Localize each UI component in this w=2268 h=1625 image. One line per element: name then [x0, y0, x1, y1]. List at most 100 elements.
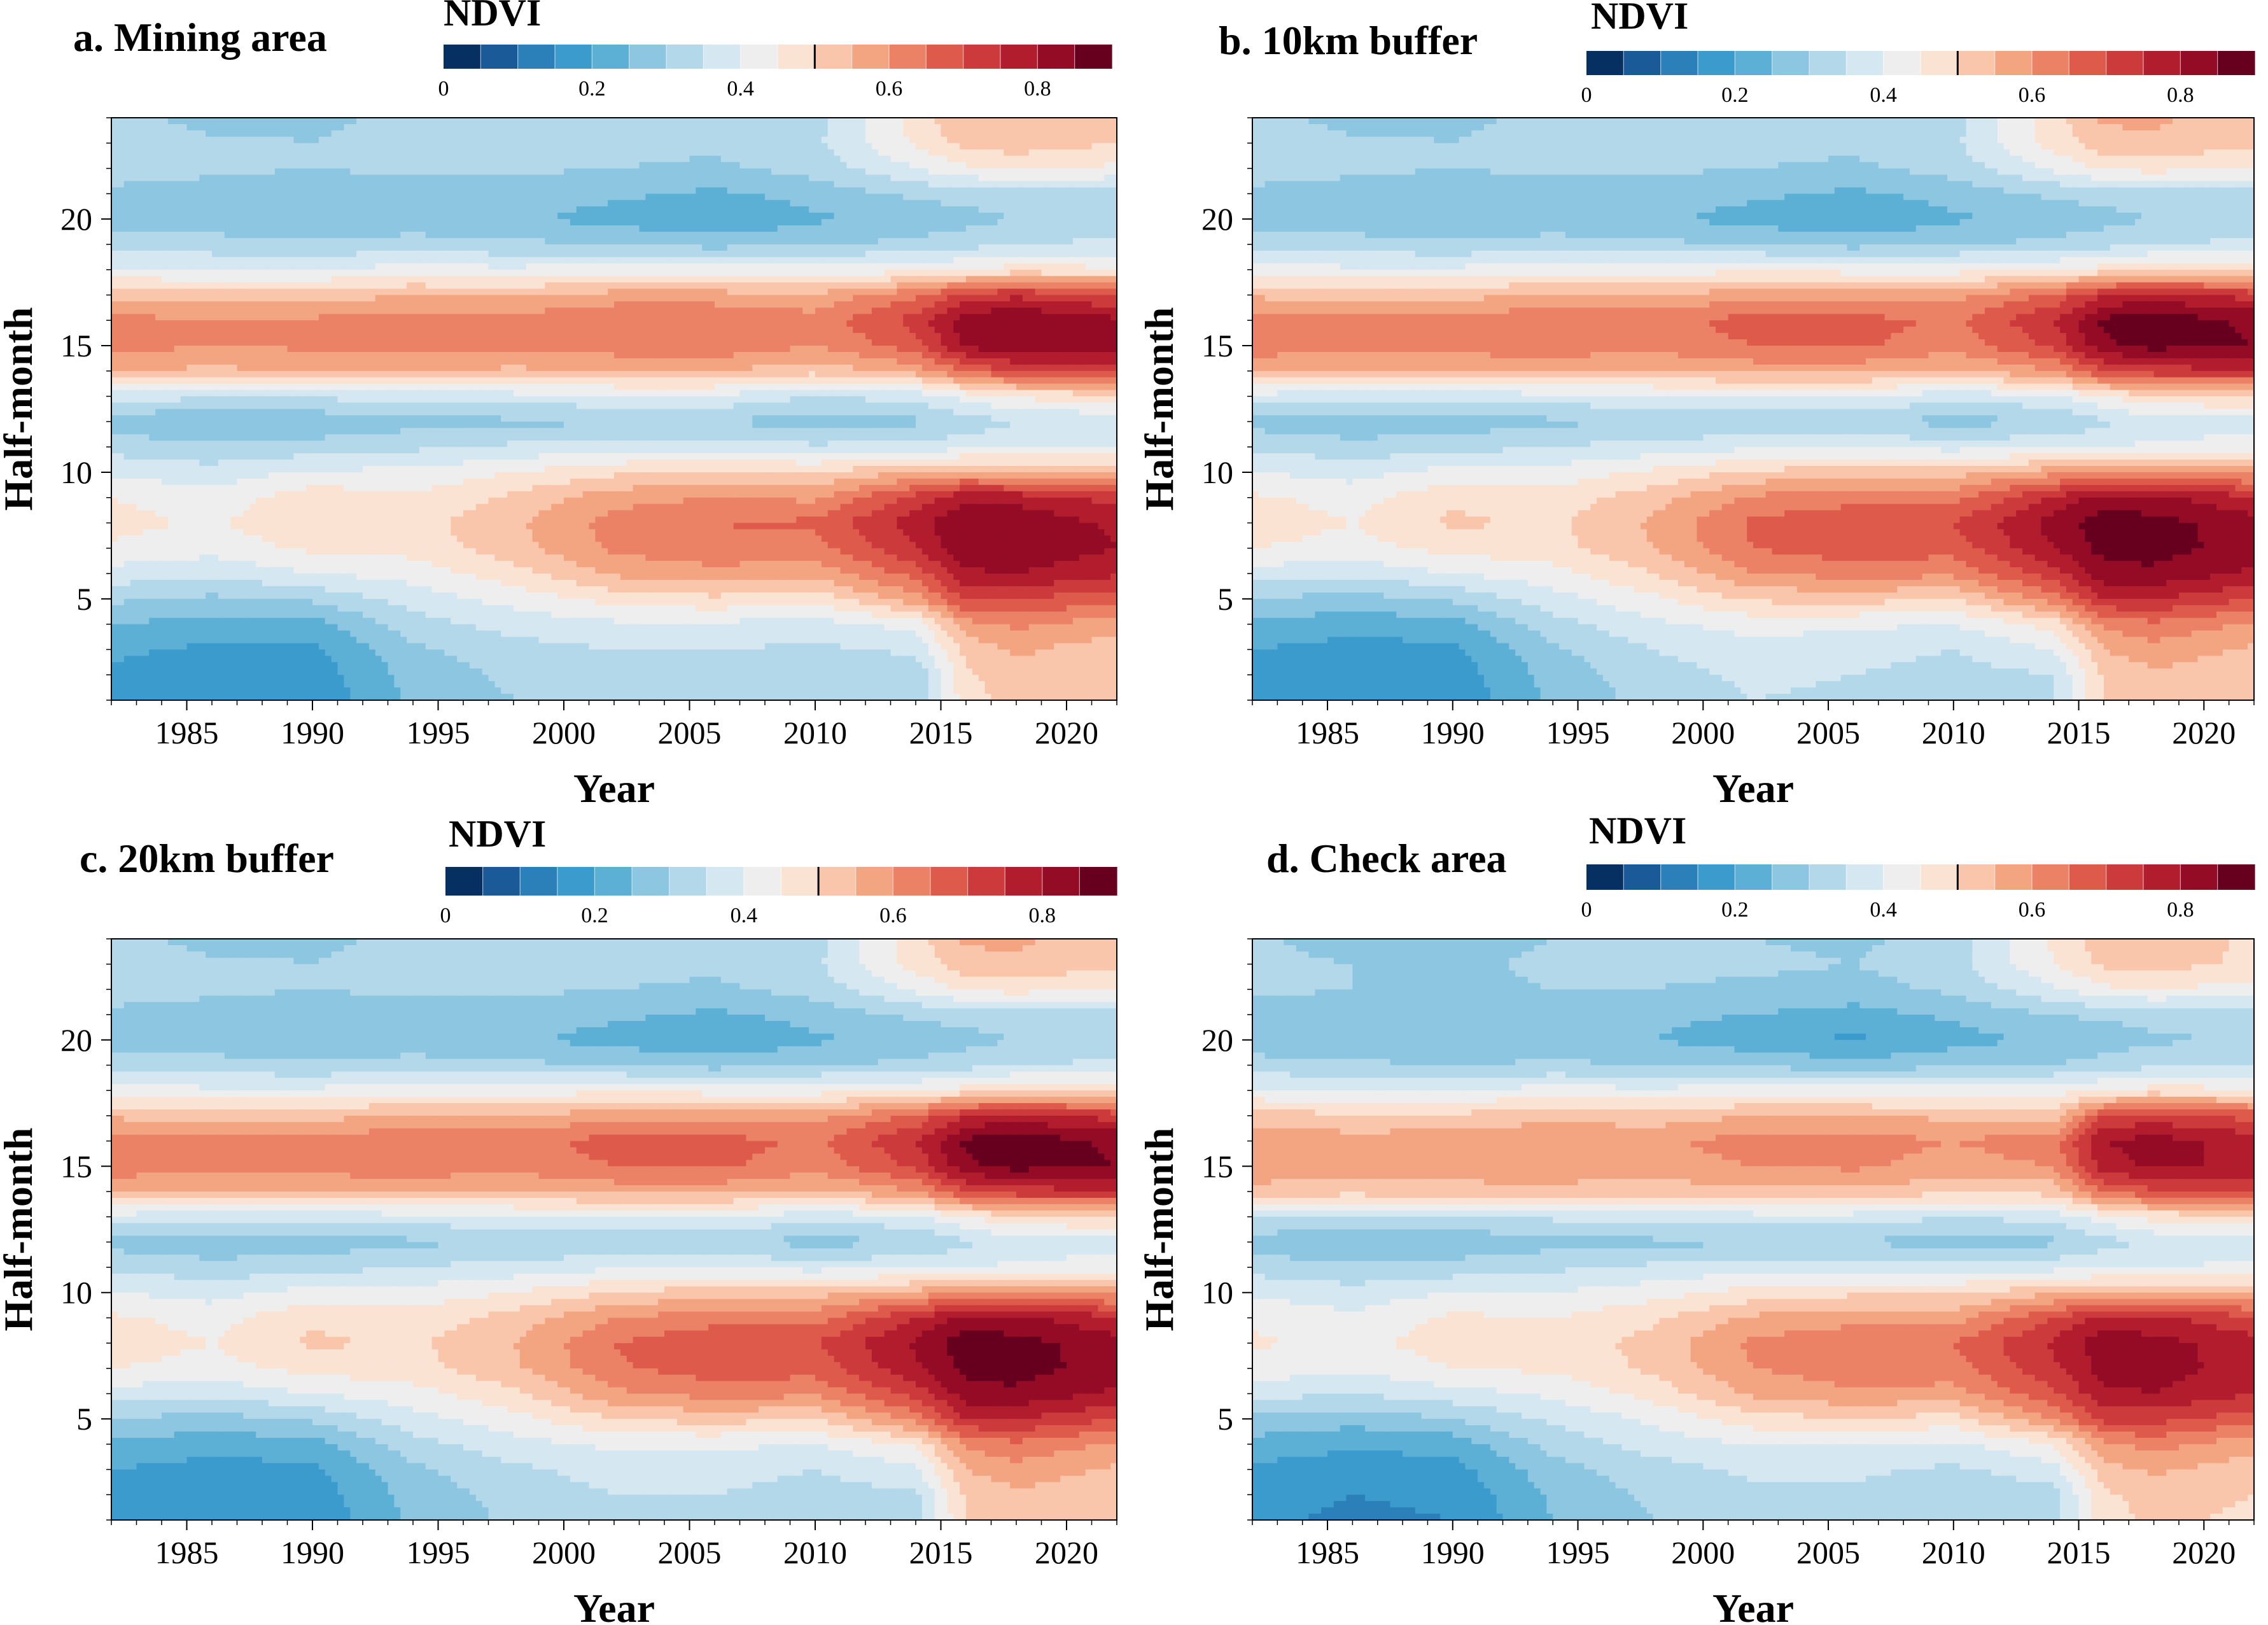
heatmap-cell	[237, 137, 244, 144]
heatmap-cell	[583, 130, 590, 137]
heatmap-cell	[583, 124, 590, 131]
heatmap-cell	[124, 130, 131, 137]
heatmap-cell	[344, 118, 351, 125]
heatmap-cell	[350, 124, 357, 131]
heatmap-cell	[941, 137, 948, 144]
heatmap-cell	[627, 137, 634, 144]
heatmap-cell	[193, 130, 200, 137]
heatmap-cell	[489, 118, 496, 125]
heatmap-cell	[149, 124, 156, 131]
heatmap-cell	[551, 137, 558, 144]
heatmap-cell	[922, 118, 929, 125]
heatmap-cell	[997, 130, 1004, 137]
heatmap-cell	[859, 118, 866, 125]
heatmap-cell	[551, 124, 558, 131]
heatmap-cell	[677, 130, 684, 137]
heatmap-cell	[865, 124, 872, 131]
heatmap-cell	[759, 137, 766, 144]
heatmap-cell	[740, 118, 747, 125]
heatmap-cell	[293, 130, 300, 137]
heatmap-cell	[771, 118, 778, 125]
heatmap-cells	[111, 118, 1117, 701]
heatmap-cell	[1016, 124, 1023, 131]
heatmap-cell	[614, 130, 621, 137]
heatmap-cell	[130, 130, 137, 137]
heatmap-cell	[1023, 118, 1030, 125]
heatmap-cell	[953, 130, 960, 137]
heatmap-cell	[338, 124, 345, 131]
heatmap-cell	[269, 118, 276, 125]
heatmap-cell	[482, 130, 489, 137]
heatmap-cell	[168, 118, 175, 125]
heatmap-cell	[206, 124, 213, 131]
heatmap-cell	[953, 124, 960, 131]
heatmap-cell	[897, 118, 904, 125]
heatmap-cell	[275, 118, 282, 125]
heatmap-cell	[1004, 130, 1011, 137]
heatmap-cell	[181, 124, 188, 131]
heatmap-cell	[1016, 118, 1023, 125]
heatmap-cell	[212, 118, 219, 125]
heatmap-cell	[312, 118, 319, 125]
heatmap-cell	[683, 118, 690, 125]
heatmap-cell	[1060, 130, 1067, 137]
heatmap-cell	[715, 124, 722, 131]
heatmap-cell	[187, 124, 194, 131]
heatmap-cell	[111, 130, 118, 137]
heatmap-cell	[356, 124, 363, 131]
heatmap-cell	[1067, 130, 1074, 137]
heatmap-cell	[1023, 130, 1030, 137]
heatmap-cell	[690, 118, 697, 125]
heatmap-cell	[187, 137, 194, 144]
heatmap-cell	[1104, 130, 1111, 137]
heatmap-cell	[149, 118, 156, 125]
heatmap-cell	[708, 124, 715, 131]
heatmap-cell	[394, 118, 401, 125]
heatmap-cell	[802, 118, 809, 125]
heatmap-cell	[778, 130, 785, 137]
heatmap-cell	[149, 130, 156, 137]
heatmap-cell	[841, 130, 848, 137]
heatmap-cell	[243, 124, 250, 131]
heatmap-cell	[608, 130, 615, 137]
heatmap-cell	[1104, 118, 1111, 125]
heatmap-cell	[520, 137, 527, 144]
heatmap-cell	[394, 124, 401, 131]
heatmap-cell	[300, 118, 307, 125]
heatmap-cell	[746, 130, 753, 137]
heatmap-cell	[652, 130, 659, 137]
heatmap-cell	[338, 118, 345, 125]
heatmap-cell	[249, 137, 256, 144]
heatmap-cell	[1023, 124, 1030, 131]
heatmap-cell	[193, 124, 200, 131]
heatmap-cell	[640, 137, 647, 144]
heatmap-cell	[168, 137, 175, 144]
heatmap-cell	[752, 118, 759, 125]
heatmap-cell	[193, 118, 200, 125]
heatmap-cell	[463, 137, 470, 144]
heatmap-cell	[834, 130, 841, 137]
heatmap-cell	[482, 124, 489, 131]
heatmap-cell	[872, 137, 879, 144]
heatmap-cell	[419, 130, 426, 137]
heatmap-cell	[771, 130, 778, 137]
heatmap-cell	[677, 118, 684, 125]
heatmap-cell	[815, 130, 822, 137]
heatmap-cell	[922, 130, 929, 137]
heatmap-cell	[400, 118, 407, 125]
heatmap-cell	[143, 118, 150, 125]
heatmap-cell	[1079, 124, 1086, 131]
heatmap-cell	[928, 137, 935, 144]
heatmap-cell	[494, 124, 501, 131]
heatmap-cell	[225, 124, 232, 131]
heatmap-cell	[740, 130, 747, 137]
heatmap-cell	[671, 137, 678, 144]
heatmap-cell	[1086, 130, 1093, 137]
heatmap-cell	[181, 137, 188, 144]
heatmap-cell	[966, 118, 973, 125]
heatmap-cell	[237, 130, 244, 137]
heatmap-cell	[432, 118, 439, 125]
heatmap-cell	[1010, 124, 1017, 131]
heatmap-cell	[225, 137, 232, 144]
heatmap-cell	[765, 124, 772, 131]
